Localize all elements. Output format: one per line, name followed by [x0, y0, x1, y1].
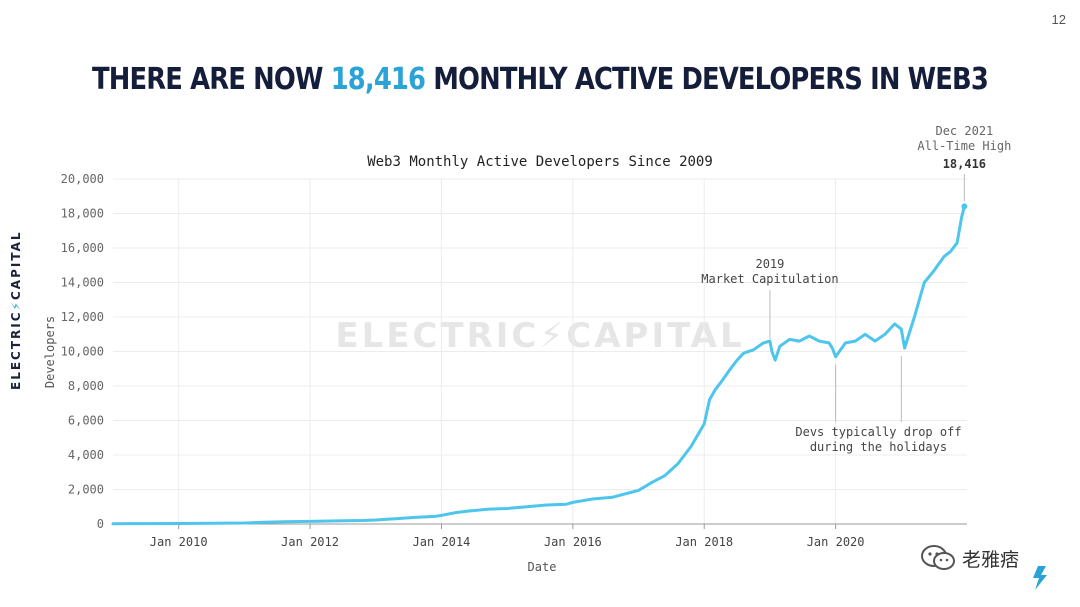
- x-tick-label: Jan 2020: [807, 535, 865, 549]
- wechat-watermark: 老雅痞: [920, 544, 1019, 572]
- y-axis-ticks: 0 2,000 4,000 6,000 8,000 10,000 12,000 14,000 1…: [61, 172, 104, 531]
- annotation-all-time-high-text: All-Time High: [917, 139, 1011, 153]
- title-prefix: THERE ARE NOW: [92, 62, 331, 97]
- x-tick-label: Jan 2016: [544, 535, 602, 549]
- annotation-holidays-text: during the holidays: [810, 440, 947, 454]
- title-highlight-count: 18,416: [330, 62, 426, 97]
- wechat-account-name: 老雅痞: [962, 548, 1020, 571]
- all-time-high-point: [961, 203, 968, 210]
- y-tick-label: 0: [97, 517, 104, 531]
- chart-watermark: ELECTRIC⚡CAPITAL: [335, 316, 744, 356]
- series-line-developers: [111, 204, 966, 526]
- annotation-market-capitulation-text: 2019: [755, 257, 784, 271]
- x-tick-label: Jan 2018: [675, 535, 733, 549]
- slide-title: THERE ARE NOW 18,416 MONTHLY ACTIVE DEVE…: [76, 62, 1005, 97]
- wechat-icon: [921, 545, 955, 570]
- all-time-high-value-label: 18,416: [943, 157, 986, 171]
- x-tick-label: Jan 2010: [150, 535, 208, 549]
- y-tick-label: 2,000: [68, 483, 104, 497]
- page-number: 12: [1051, 12, 1066, 27]
- x-axis-ticks: Jan 2010 Jan 2012 Jan 2014 Jan 2016 Jan 2018…: [113, 523, 967, 549]
- y-tick-label: 18,000: [61, 207, 104, 221]
- y-tick-label: 4,000: [68, 448, 104, 462]
- corner-bolt-icon: [1033, 566, 1047, 590]
- y-tick-label: 6,000: [68, 414, 104, 428]
- annotation-all-time-high-text: Dec 2021: [935, 124, 993, 138]
- y-tick-label: 8,000: [68, 379, 104, 393]
- y-tick-label: 12,000: [61, 310, 104, 324]
- y-axis-label: Developers: [43, 316, 57, 388]
- annotation-market-capitulation-text: Market Capitulation: [701, 272, 838, 286]
- y-tick-label: 20,000: [61, 172, 104, 186]
- x-tick-label: Jan 2014: [413, 535, 471, 549]
- title-suffix: MONTHLY ACTIVE DEVELOPERS IN WEB3: [425, 62, 989, 97]
- x-axis-label: Date: [528, 560, 557, 574]
- chart-title: Web3 Monthly Active Developers Since 200…: [367, 154, 713, 170]
- y-tick-label: 10,000: [61, 345, 104, 359]
- annotation-holidays-text: Devs typically drop off: [795, 425, 961, 439]
- x-tick-label: Jan 2012: [281, 535, 339, 549]
- y-tick-label: 16,000: [61, 241, 104, 255]
- y-tick-label: 14,000: [61, 276, 104, 290]
